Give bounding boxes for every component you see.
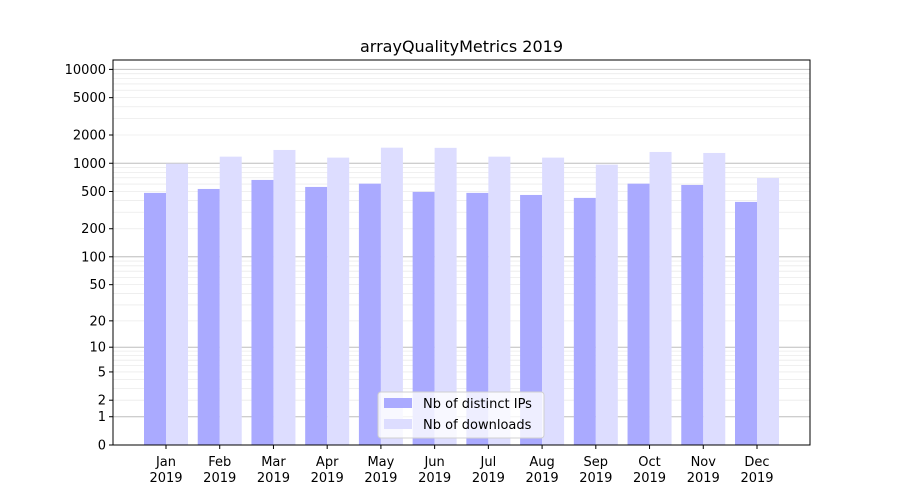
x-tick-label: Dec 2019: [740, 455, 773, 486]
bar-ips: [358, 183, 381, 446]
bar-ips: [144, 192, 166, 445]
bar-downloads: [273, 149, 296, 445]
legend-swatch: [384, 419, 412, 429]
y-tick-label: 100: [81, 250, 106, 265]
y-tick-label: 5: [98, 365, 106, 380]
chart-title: arrayQualityMetrics 2019: [360, 37, 563, 56]
legend: Nb of distinct IPs Nb of downloads: [377, 391, 545, 439]
bar-ips: [681, 184, 704, 445]
bar-downloads: [757, 177, 779, 445]
bar-downloads: [166, 163, 188, 445]
bar-downloads: [434, 147, 457, 445]
x-tick-label: Mar 2019: [257, 455, 290, 486]
bar-downloads: [542, 157, 565, 445]
y-tick-label: 200: [81, 222, 106, 237]
legend-swatch: [384, 398, 412, 408]
bar-ips: [466, 192, 489, 445]
x-tick-label: Nov 2019: [687, 455, 720, 486]
bar-ips: [251, 179, 274, 445]
bar-downloads: [327, 157, 350, 445]
bar-downloads: [380, 147, 403, 445]
y-tick-label: 10: [89, 341, 106, 356]
bar-ips: [735, 201, 757, 445]
axes-frame: [112, 59, 811, 446]
bar-ips: [627, 183, 650, 446]
bar-downloads: [595, 164, 618, 446]
bar-ips: [520, 194, 543, 445]
legend-label: Nb of distinct IPs: [423, 397, 532, 412]
x-tick-label: Jul 2019: [472, 455, 505, 486]
x-tick-label: Oct 2019: [633, 455, 666, 486]
legend-label: Nb of downloads: [423, 418, 532, 433]
bar-downloads: [488, 156, 511, 445]
x-tick-label: Aug 2019: [526, 455, 559, 486]
y-tick-label: 0: [98, 439, 106, 454]
x-tick-label: May 2019: [364, 455, 397, 486]
y-tick-label: 500: [81, 185, 106, 200]
y-tick-label: 50: [89, 278, 106, 293]
y-tick-label: 2: [98, 394, 106, 409]
y-tick-label: 5000: [73, 91, 106, 106]
x-tick-label: Jan 2019: [149, 455, 182, 486]
x-tick-label: Feb 2019: [203, 455, 236, 486]
bar-ips: [305, 186, 328, 446]
x-tick-label: Sep 2019: [579, 455, 612, 486]
bar-ips: [573, 197, 596, 445]
y-tick-label: 2000: [73, 129, 106, 144]
y-tick-label: 1: [98, 410, 106, 425]
bar-ips: [412, 191, 435, 445]
y-tick-label: 10000: [65, 63, 106, 78]
y-tick-label: 1000: [73, 157, 106, 172]
x-tick-label: Apr 2019: [311, 455, 344, 486]
y-tick-label: 20: [89, 314, 106, 329]
bar-ips: [197, 188, 220, 445]
bar-downloads: [703, 152, 726, 445]
bar-downloads: [649, 151, 672, 446]
x-tick-label: Jun 2019: [418, 455, 451, 486]
bar-downloads: [219, 156, 242, 445]
